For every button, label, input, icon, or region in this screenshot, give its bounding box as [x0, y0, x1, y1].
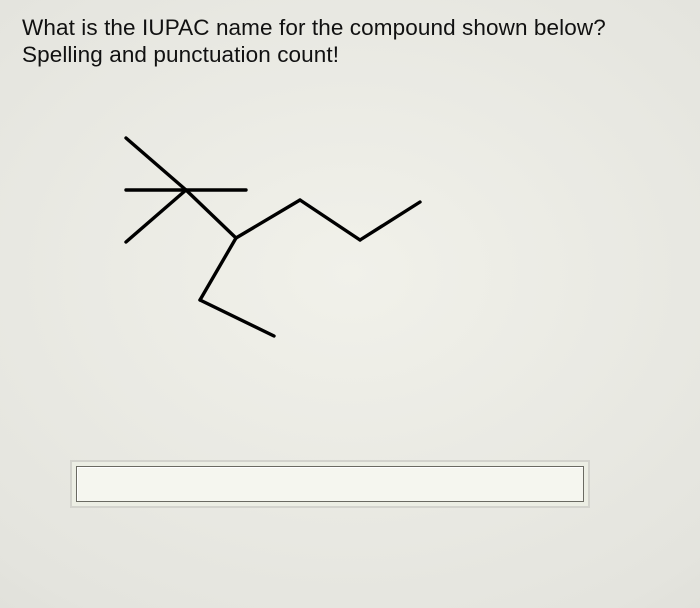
molecule-structure-diagram	[70, 110, 470, 370]
bond-line	[360, 202, 420, 240]
bond-line	[200, 238, 236, 300]
molecule-svg	[70, 110, 470, 370]
question-line-2: Spelling and punctuation count!	[22, 42, 339, 67]
question-line-1: What is the IUPAC name for the compound …	[22, 15, 606, 40]
bond-line	[236, 200, 300, 238]
bond-line	[126, 190, 186, 242]
bond-line	[126, 138, 186, 190]
answer-input-frame	[70, 460, 590, 508]
answer-input[interactable]	[76, 466, 584, 502]
bond-line	[186, 190, 236, 238]
question-text: What is the IUPAC name for the compound …	[22, 14, 678, 69]
question-page: What is the IUPAC name for the compound …	[0, 0, 700, 608]
bond-line	[300, 200, 360, 240]
bond-line	[200, 300, 274, 336]
